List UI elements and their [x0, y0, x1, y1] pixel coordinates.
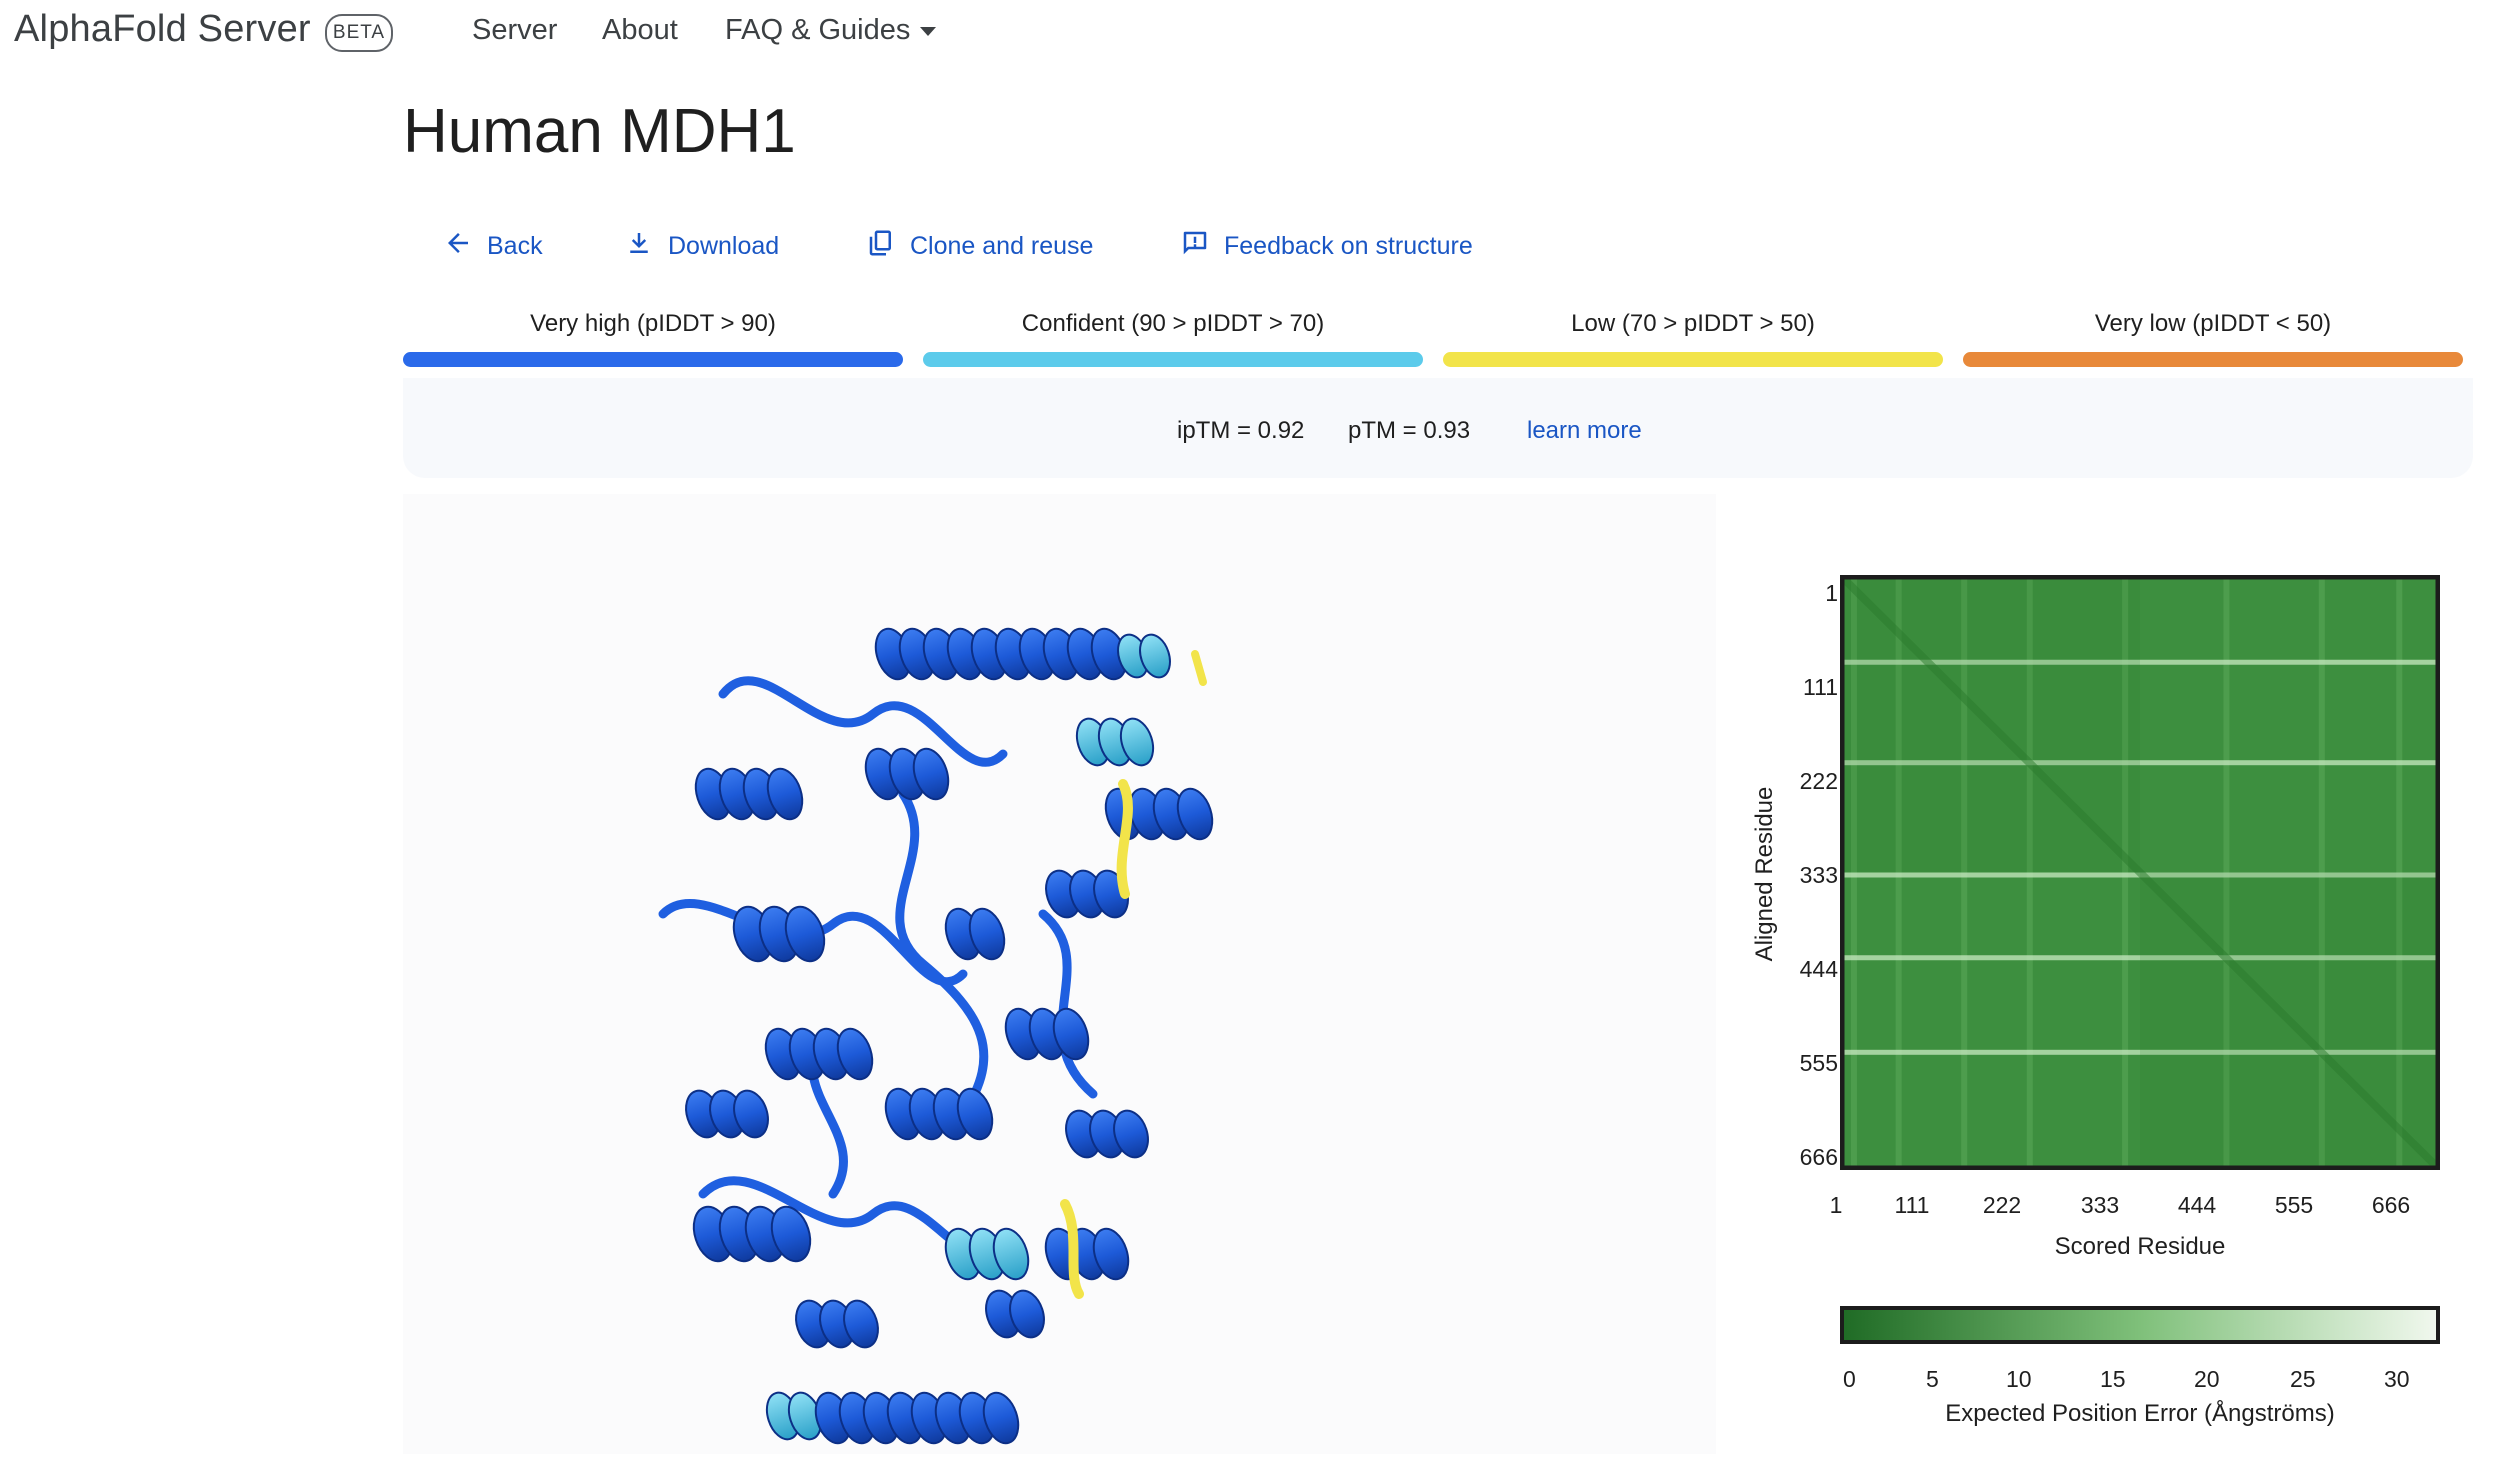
y-tick: 111	[1803, 674, 1838, 700]
clone-reuse-button[interactable]: Clone and reuse	[866, 224, 1093, 268]
x-tick: 333	[2080, 1192, 2120, 1218]
legend-bar-very-low	[1963, 352, 2463, 367]
helix-turn	[992, 1227, 1030, 1281]
x-tick: 222	[1982, 1192, 2022, 1218]
back-button[interactable]: Back	[443, 224, 543, 268]
y-tick: 222	[1799, 768, 1838, 794]
loop	[895, 789, 989, 1119]
feedback-icon	[1180, 228, 1210, 265]
helix-turn	[956, 1087, 994, 1141]
app-brand[interactable]: AlphaFold Server	[14, 8, 311, 50]
low-confidence-strand	[1060, 1199, 1084, 1299]
helix-turn	[1119, 717, 1155, 767]
colorbar-tick: 0	[1843, 1366, 1856, 1392]
helix-turn	[836, 1027, 874, 1081]
legend-bar-very-high	[403, 352, 903, 367]
arrow-left-icon	[443, 228, 473, 265]
helix-turn	[784, 905, 826, 963]
y-tick: 1	[1825, 580, 1838, 606]
loop	[718, 676, 1008, 767]
structure-viewer[interactable]	[403, 494, 1716, 1454]
back-label: Back	[487, 231, 543, 260]
y-tick: 444	[1799, 956, 1838, 982]
score-panel	[403, 378, 2473, 478]
y-tick: 555	[1799, 1050, 1838, 1076]
x-axis-title: Scored Residue	[2054, 1233, 2226, 1260]
ptm-score: pTM = 0.93	[1348, 417, 1471, 444]
legend-label-confident: Confident (90 > pIDDT > 70)	[1021, 310, 1325, 337]
copy-icon	[866, 228, 896, 265]
x-tick: 555	[2274, 1192, 2314, 1218]
colorbar-tick: 20	[2194, 1366, 2220, 1392]
pae-block	[2140, 872, 2438, 1168]
nav-faq-label: FAQ & Guides	[725, 14, 911, 46]
learn-more-link[interactable]: learn more	[1527, 417, 1642, 444]
pae-band	[1842, 1049, 2438, 1055]
legend-label-low: Low (70 > pIDDT > 50)	[1571, 310, 1815, 337]
legend-label-very-high: Very high (pIDDT > 90)	[530, 310, 776, 337]
helix-turn	[1092, 1227, 1130, 1281]
colorbar-title: Expected Position Error (Ångströms)	[1945, 1400, 2335, 1427]
pae-block	[1842, 577, 2140, 873]
y-tick: 666	[1799, 1144, 1838, 1170]
download-label: Download	[668, 231, 780, 260]
helix-turn	[843, 1299, 879, 1349]
clone-label: Clone and reuse	[910, 231, 1094, 260]
pae-band	[1842, 955, 2438, 961]
legend-bar-low	[1443, 352, 1943, 367]
x-tick: 111	[1894, 1192, 1930, 1218]
beta-badge: BETA	[325, 14, 393, 52]
helix-turn	[733, 1089, 769, 1139]
nav-server[interactable]: Server	[472, 14, 558, 46]
download-button[interactable]: Download	[624, 224, 779, 268]
low-confidence-strand	[1191, 650, 1207, 686]
protein-structure-image	[658, 627, 1214, 1445]
helix-turn	[1113, 1109, 1149, 1159]
loop	[1038, 909, 1098, 1099]
colorbar-tick: 15	[2100, 1366, 2126, 1392]
helix-turn	[1139, 633, 1171, 679]
nav-about[interactable]: About	[602, 14, 678, 46]
pae-diagonal	[1840, 575, 2440, 1170]
helix-turn	[766, 767, 804, 821]
pae-heatmap	[1840, 575, 2440, 1170]
page-title: Human MDH1	[403, 97, 796, 166]
loop	[658, 899, 968, 987]
x-tick: 666	[2371, 1192, 2411, 1218]
download-icon	[624, 228, 654, 265]
colorbar-tick: 5	[1926, 1366, 1939, 1392]
helix-turn	[982, 1391, 1020, 1445]
y-tick: 333	[1799, 862, 1838, 888]
nav-faq-guides[interactable]: FAQ & Guides	[725, 14, 937, 47]
feedback-label: Feedback on structure	[1224, 231, 1473, 260]
feedback-button[interactable]: Feedback on structure	[1180, 224, 1473, 268]
x-tick: 1	[1829, 1192, 1843, 1218]
pae-band	[1842, 760, 2438, 766]
helix-turn	[912, 747, 950, 801]
colorbar-tick: 30	[2384, 1366, 2410, 1392]
helix-turn	[968, 907, 1006, 961]
pae-colorbar	[1840, 1306, 2440, 1344]
helix-turn	[770, 1205, 812, 1263]
low-confidence-strand	[1116, 779, 1133, 899]
helix-turn	[1009, 1289, 1045, 1339]
chevron-down-icon	[920, 26, 937, 36]
legend-label-very-low: Very low (pIDDT < 50)	[2094, 310, 2332, 337]
colorbar-tick: 10	[2006, 1366, 2032, 1392]
pae-band	[1842, 659, 2438, 665]
colorbar-tick: 25	[2290, 1366, 2316, 1392]
helix-turn	[1176, 787, 1214, 841]
iptm-score: ipTM = 0.92	[1177, 417, 1305, 444]
helix-turn	[1052, 1007, 1090, 1061]
legend-bar-confident	[923, 352, 1423, 367]
x-tick: 444	[2177, 1192, 2217, 1218]
y-axis-title: Aligned Residue	[1751, 786, 1778, 962]
